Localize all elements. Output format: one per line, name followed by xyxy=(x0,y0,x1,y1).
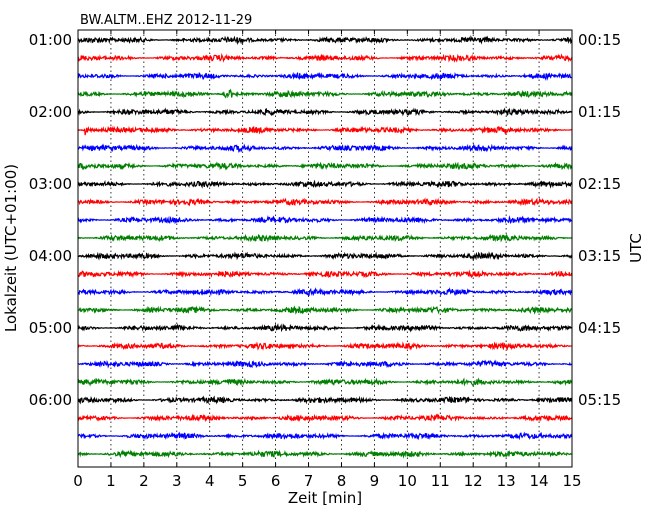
trace-line xyxy=(77,359,573,369)
y-tick-label-left: 01:00 xyxy=(29,31,72,49)
trace-line xyxy=(77,287,573,297)
trace-line xyxy=(77,305,573,315)
trace-line xyxy=(77,71,573,81)
trace-line xyxy=(77,52,573,63)
y-tick-label-left: 05:00 xyxy=(29,319,72,337)
plot-frame xyxy=(77,29,573,468)
x-tick-label: 10 xyxy=(398,472,417,490)
x-tick-label: 2 xyxy=(139,472,149,490)
trace-line xyxy=(77,35,573,46)
trace-line xyxy=(77,251,573,261)
y-axis-label-left: Lokalzeit (UTC+01:00) xyxy=(2,164,20,332)
trace-line xyxy=(77,323,573,333)
y-tick-label-right: 02:15 xyxy=(578,175,621,193)
y-tick-label-left: 02:00 xyxy=(29,103,72,121)
x-tick-label: 7 xyxy=(304,472,314,490)
y-tick-label-right: 03:15 xyxy=(578,247,621,265)
x-tick-label: 0 xyxy=(73,472,83,490)
trace-line xyxy=(77,215,573,225)
trace-line xyxy=(77,377,573,387)
trace-line xyxy=(77,179,573,189)
trace-line xyxy=(77,413,573,423)
chart-title: BW.ALTM..EHZ 2012-11-29 xyxy=(80,13,252,28)
trace-line xyxy=(77,125,573,136)
x-tick-label: 15 xyxy=(562,472,581,490)
y-tick-label-left: 03:00 xyxy=(29,175,72,193)
trace-line xyxy=(77,88,573,99)
trace-line xyxy=(77,233,573,243)
y-axis-label-right: UTC xyxy=(627,233,645,263)
x-tick-label: 11 xyxy=(431,472,450,490)
x-tick-label: 5 xyxy=(238,472,248,490)
x-axis-label: Zeit [min] xyxy=(288,489,362,507)
x-tick-label: 3 xyxy=(172,472,182,490)
x-tick-label: 12 xyxy=(464,472,483,490)
trace-line xyxy=(77,449,573,459)
trace-line xyxy=(77,197,573,207)
y-tick-label-left: 04:00 xyxy=(29,247,72,265)
x-tick-label: 9 xyxy=(370,472,380,490)
trace-line xyxy=(77,395,573,405)
y-tick-label-right: 05:15 xyxy=(578,391,621,409)
trace-line xyxy=(77,341,572,351)
ticks: 0 1 2 3 4 5 6 7 8 9 10 11 12 13 14 1501:0002:0003:0004:… xyxy=(29,30,621,490)
trace-line xyxy=(77,431,573,441)
x-tick-label: 1 xyxy=(106,472,116,490)
y-tick-label-right: 04:15 xyxy=(578,319,621,337)
y-tick-label-left: 06:00 xyxy=(29,391,72,409)
traces xyxy=(77,35,573,459)
grid-lines xyxy=(110,30,540,467)
x-tick-label: 14 xyxy=(530,472,549,490)
y-tick-label-right: 00:15 xyxy=(578,31,621,49)
x-tick-label: 13 xyxy=(497,472,516,490)
x-tick-label: 8 xyxy=(337,472,347,490)
x-tick-label: 6 xyxy=(271,472,281,490)
y-tick-label-right: 01:15 xyxy=(578,103,621,121)
trace-line xyxy=(77,143,573,154)
trace-line xyxy=(77,161,573,171)
trace-line xyxy=(77,107,573,117)
trace-line xyxy=(77,269,573,279)
x-tick-label: 4 xyxy=(205,472,215,490)
